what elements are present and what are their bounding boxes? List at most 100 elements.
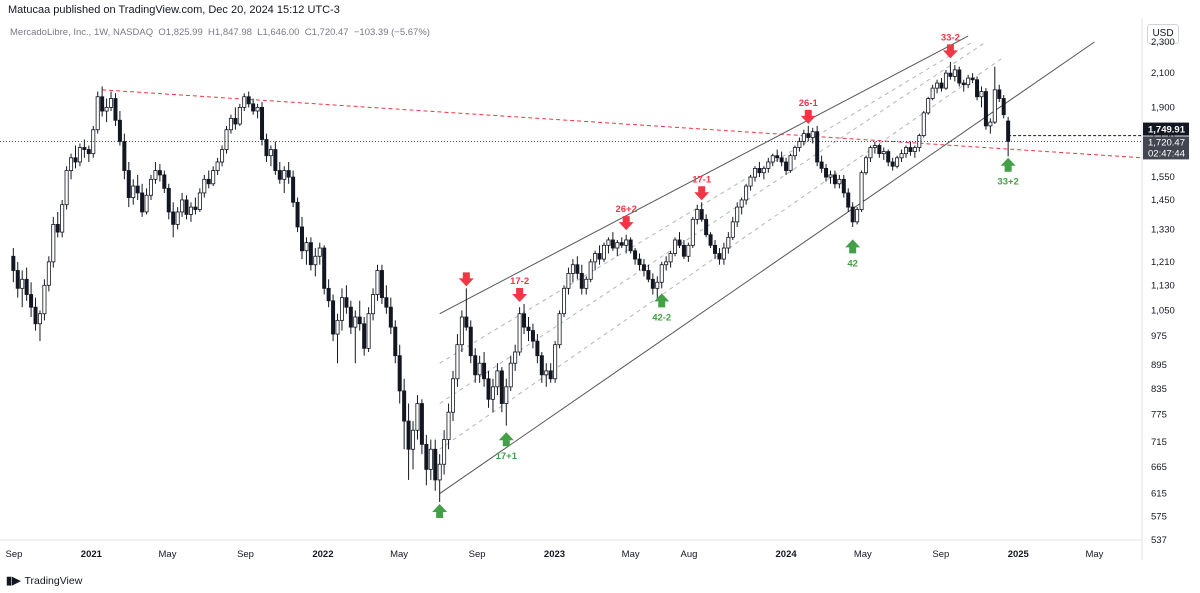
candle-body — [433, 448, 438, 481]
candle-body — [104, 107, 109, 112]
candle-body — [624, 239, 629, 246]
y-tick-label: 1,210 — [1151, 257, 1175, 268]
open-value: 1,825.99 — [165, 27, 203, 38]
x-tick-label: Sep — [469, 549, 486, 560]
candle-body — [815, 131, 820, 163]
candle-body — [255, 107, 260, 112]
candle-body — [788, 155, 793, 171]
candle-body — [64, 170, 69, 206]
candle-body — [859, 172, 864, 210]
candle-body — [15, 270, 20, 289]
candle-body — [957, 69, 962, 84]
candle-body — [20, 278, 25, 289]
x-tick-label: 2022 — [312, 549, 333, 560]
candle-body — [148, 178, 153, 196]
candle-body — [477, 362, 482, 376]
candle-body — [379, 270, 384, 299]
candle-body — [744, 185, 749, 201]
signal-label: 26+2 — [615, 204, 636, 215]
x-tick-label: Aug — [681, 549, 698, 560]
candle-body — [686, 244, 691, 257]
candle-body — [806, 133, 811, 138]
candle-body — [775, 155, 780, 159]
candle-body — [344, 297, 349, 308]
candle-body — [695, 209, 700, 220]
candle-body — [579, 272, 584, 289]
close-value: 1,720.47 — [311, 27, 349, 38]
candle-body — [162, 174, 167, 189]
candle-body — [202, 178, 207, 194]
candle-body — [770, 155, 775, 163]
candle-body — [175, 211, 180, 225]
candle-body — [393, 326, 398, 357]
footer-brand: ▮▶ TradingView — [6, 574, 82, 587]
low-label: L — [257, 27, 263, 38]
candle-body — [326, 287, 331, 302]
x-tick-label: May — [854, 549, 872, 560]
candle-body — [468, 326, 473, 357]
candle-body — [961, 82, 966, 86]
candle-body — [55, 224, 60, 233]
y-tick-label: 975 — [1151, 331, 1167, 342]
candle-body — [424, 443, 429, 470]
candle-body — [371, 294, 376, 315]
signal-label: 33+2 — [997, 177, 1018, 188]
candle-body — [881, 151, 886, 155]
brand-name: TradingView — [24, 575, 83, 587]
candle-body — [331, 300, 336, 335]
candle-body — [641, 264, 646, 271]
candle-body — [935, 82, 940, 89]
countdown-text: 02:47:44 — [1148, 148, 1185, 159]
candle-body — [997, 89, 1002, 99]
candle-body — [495, 370, 500, 388]
candle-body — [801, 133, 806, 142]
candle-body — [650, 278, 655, 289]
candle-body — [566, 272, 571, 289]
candle-body — [784, 161, 789, 171]
candle-body — [171, 211, 176, 225]
candle-body — [140, 192, 145, 213]
candle-body — [557, 313, 562, 346]
candle-body — [877, 145, 882, 155]
signal-label: 42 — [847, 258, 858, 269]
candle-body — [841, 178, 846, 194]
candle-body — [864, 157, 869, 174]
candle-body — [348, 306, 353, 328]
candle-body — [597, 253, 602, 260]
current-price-tag — [1143, 136, 1189, 160]
candle-body — [890, 161, 895, 167]
candle-body — [299, 226, 304, 252]
candle-body — [970, 77, 975, 81]
candle-body — [388, 306, 393, 328]
high-label: H — [208, 27, 215, 38]
candle-body — [664, 261, 669, 266]
candle-body — [304, 242, 309, 252]
candle-body — [921, 112, 926, 136]
y-tick-label: 665 — [1151, 462, 1167, 473]
signal-label: 17-2 — [510, 276, 529, 287]
candle-body — [699, 209, 704, 220]
candle-body — [606, 239, 611, 246]
candle-body — [952, 69, 957, 77]
y-tick-label: 2,100 — [1151, 68, 1175, 79]
candle-body — [29, 294, 34, 308]
candle-body — [446, 411, 451, 441]
candle-body — [464, 316, 469, 328]
candle-body — [637, 258, 642, 266]
down-arrow-icon — [942, 44, 958, 59]
down-arrow-icon — [800, 109, 816, 124]
candle-body — [948, 72, 953, 77]
currency-button[interactable]: USD — [1147, 24, 1179, 44]
y-tick-label: 2,300 — [1151, 37, 1175, 48]
candle-body — [619, 242, 624, 246]
candle-body — [508, 362, 513, 388]
candle-body — [930, 87, 935, 99]
candle-body — [677, 239, 682, 246]
candle-body — [1001, 98, 1006, 116]
up-arrow-icon — [654, 293, 670, 308]
high-value: 1,847.98 — [214, 27, 252, 38]
candle-body — [46, 261, 51, 286]
y-tick-label: 615 — [1151, 489, 1167, 500]
candle-body — [313, 255, 318, 266]
